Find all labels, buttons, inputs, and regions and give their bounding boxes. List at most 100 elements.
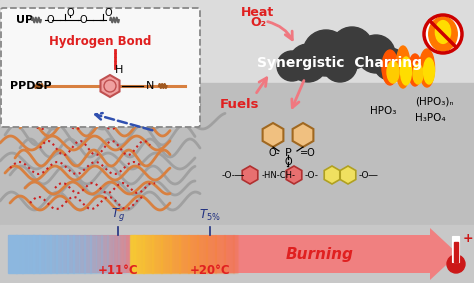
Bar (54, 235, 55, 273)
Bar (213, 235, 214, 273)
Text: Burning: Burning (286, 246, 354, 261)
Bar (149, 235, 150, 273)
Ellipse shape (423, 58, 435, 84)
Bar (96, 235, 97, 273)
Bar (130, 235, 131, 273)
Bar (112, 235, 113, 273)
Text: O: O (46, 15, 54, 25)
Circle shape (289, 44, 327, 82)
Bar (216, 235, 217, 273)
Bar (116, 235, 117, 273)
Bar (162, 235, 163, 273)
Bar (199, 235, 201, 273)
Bar (173, 235, 174, 273)
Bar (205, 235, 206, 273)
Bar (0, 83, 474, 228)
Bar (52, 235, 53, 273)
Bar (104, 235, 105, 273)
Bar (159, 235, 160, 273)
Text: Heat: Heat (241, 7, 274, 20)
Bar (46, 235, 47, 273)
Bar (93, 235, 94, 273)
Bar (76, 235, 77, 273)
Bar (14, 235, 15, 273)
Bar (89, 235, 90, 273)
Bar (170, 235, 171, 273)
Bar (12, 235, 13, 273)
Text: P: P (284, 148, 292, 158)
Bar (75, 235, 76, 273)
Bar (218, 235, 219, 273)
Bar (83, 235, 84, 273)
Bar (160, 235, 161, 273)
Bar (55, 235, 56, 273)
Bar (77, 235, 78, 273)
Bar (79, 235, 80, 273)
Bar (206, 235, 207, 273)
Bar (38, 235, 39, 273)
Bar (100, 235, 101, 273)
Bar (16, 235, 17, 273)
Bar (32, 235, 33, 273)
Bar (107, 235, 108, 273)
Bar (0, 0, 474, 88)
Bar (212, 235, 213, 273)
Text: O: O (104, 8, 112, 18)
Bar (72, 235, 73, 273)
Bar (193, 235, 194, 273)
Bar (155, 235, 156, 273)
Bar (229, 235, 230, 273)
Bar (129, 235, 130, 273)
Bar (140, 235, 141, 273)
Bar (84, 235, 85, 273)
Bar (63, 235, 64, 273)
Bar (237, 235, 238, 273)
Bar (196, 235, 197, 273)
Bar (190, 235, 191, 273)
Ellipse shape (387, 61, 399, 83)
Text: UP: UP (16, 15, 33, 25)
Bar (22, 235, 23, 273)
Text: O: O (79, 15, 87, 25)
Text: $T_{5\%}$: $T_{5\%}$ (199, 208, 221, 223)
Bar (223, 235, 224, 273)
Bar (65, 235, 66, 273)
Bar (179, 235, 180, 273)
Bar (114, 235, 115, 273)
Bar (231, 235, 232, 273)
Text: -O―: -O― (359, 170, 379, 179)
Bar (34, 235, 35, 273)
Text: $T_g$: $T_g$ (111, 206, 125, 223)
Bar (134, 235, 135, 273)
Bar (178, 235, 179, 273)
Bar (119, 235, 120, 273)
Bar (95, 235, 96, 273)
Bar (78, 235, 79, 273)
Bar (51, 235, 52, 273)
Bar (189, 235, 190, 273)
Bar (126, 235, 127, 273)
Bar (110, 235, 111, 273)
Ellipse shape (419, 49, 435, 87)
Bar (138, 235, 139, 273)
Bar (168, 235, 169, 273)
Bar (105, 235, 106, 273)
Bar (100, 235, 101, 273)
Bar (187, 235, 188, 273)
Bar (131, 235, 132, 273)
Bar (28, 235, 29, 273)
Bar (165, 235, 166, 273)
Bar (197, 235, 198, 273)
Bar (13, 235, 14, 273)
Bar (63, 235, 64, 273)
Bar (182, 235, 183, 273)
Bar (40, 235, 41, 273)
Circle shape (357, 35, 395, 73)
Bar (172, 235, 173, 273)
Bar (158, 235, 159, 273)
Bar (235, 235, 236, 273)
Bar (185, 235, 186, 273)
Bar (25, 235, 26, 273)
Bar (121, 235, 122, 273)
Bar (147, 235, 148, 273)
